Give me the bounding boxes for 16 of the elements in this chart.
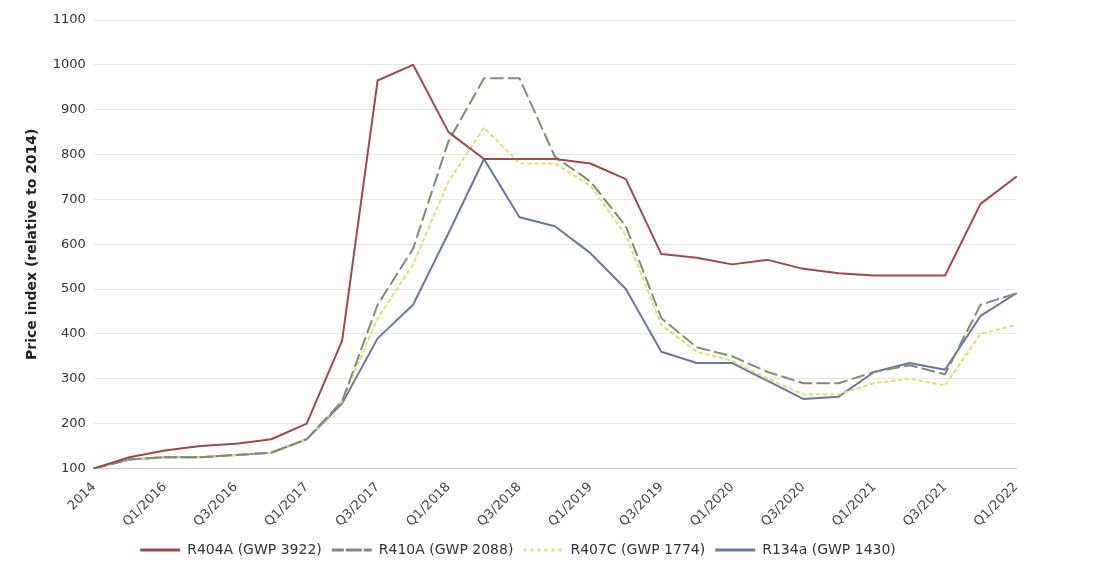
y-tick-label: 600 bbox=[61, 235, 86, 251]
legend-label: R134a (GWP 1430) bbox=[762, 540, 896, 557]
y-tick-label: 400 bbox=[61, 325, 86, 341]
y-tick-label: 800 bbox=[61, 145, 86, 161]
legend-label: R410A (GWP 2088) bbox=[378, 540, 514, 557]
y-tick-label: 1000 bbox=[52, 56, 86, 72]
y-tick-label: 100 bbox=[61, 459, 86, 475]
legend-label: R404A (GWP 3922) bbox=[187, 540, 322, 557]
legend-label: R407C (GWP 1774) bbox=[570, 540, 706, 557]
y-tick-label: 900 bbox=[61, 101, 86, 117]
y-tick-label: 300 bbox=[61, 370, 86, 386]
y-axis-title: Price index (relative to 2014) bbox=[23, 128, 40, 360]
y-tick-label: 500 bbox=[61, 280, 86, 296]
y-tick-label: 700 bbox=[61, 190, 86, 206]
y-tick-label: 200 bbox=[61, 414, 86, 430]
y-tick-label: 1100 bbox=[52, 11, 86, 27]
